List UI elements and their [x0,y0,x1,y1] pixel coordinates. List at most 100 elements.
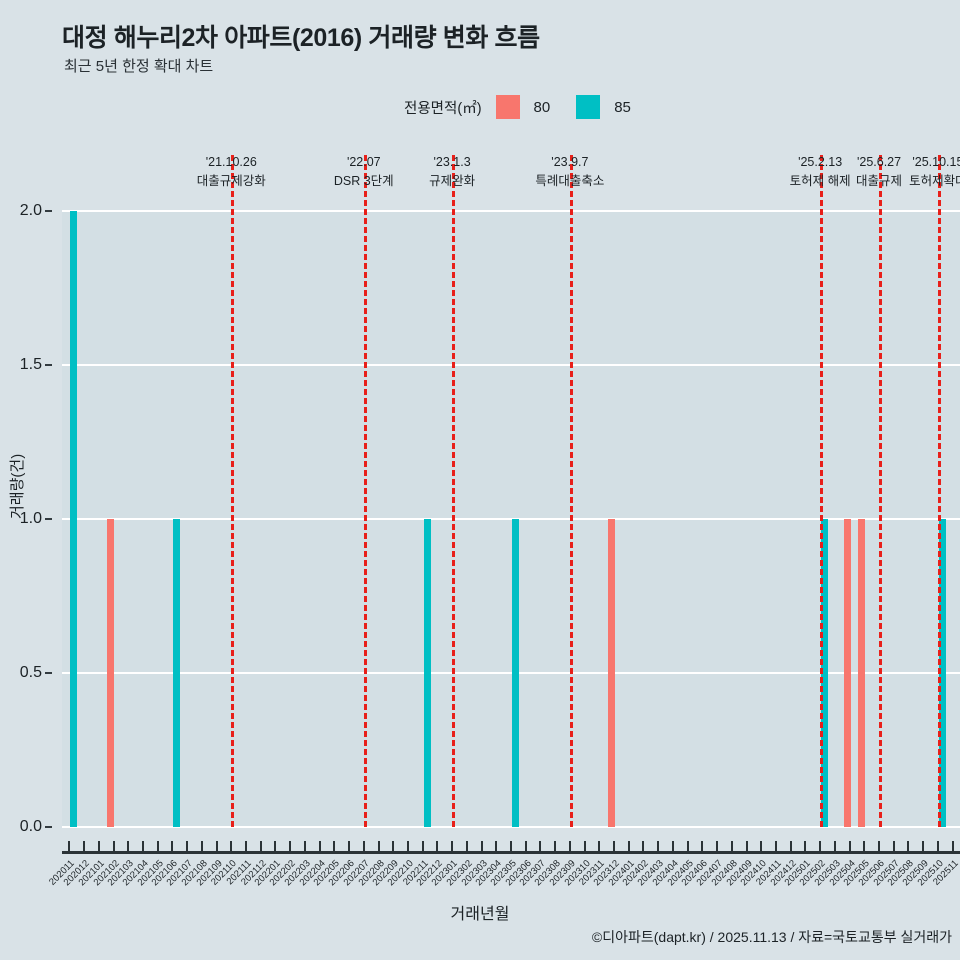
event-annotation-label: '23.1.3 규제완화 [429,153,475,191]
x-tick-mark [451,841,454,851]
x-tick-mark [922,841,925,851]
y-tick-label: 0.0 [19,818,42,835]
x-tick-mark [200,841,203,851]
x-tick-mark [303,841,306,851]
x-axis-title: 거래년월 [450,906,510,923]
x-axis-line [62,851,960,854]
y-tick-mark [45,826,52,828]
bar[interactable] [173,519,181,827]
event-annotation-label: '21.10.26 대출규제강화 [197,153,266,191]
event-desc: 토허제확대 [909,174,960,188]
x-tick-mark [671,841,674,851]
event-line [937,155,941,827]
gridline [62,826,960,828]
legend-label-80: 80 [533,98,551,116]
x-tick-mark [333,841,336,851]
event-date: '25.10.15 [912,155,960,169]
x-tick-mark [495,841,498,851]
bar[interactable] [858,519,866,827]
x-tick-mark [68,841,71,851]
bar[interactable] [821,519,829,827]
gridline [62,518,960,520]
x-tick-mark [112,841,115,851]
x-tick-mark [289,841,292,851]
x-tick-mark [215,841,218,851]
legend-swatch-80 [495,95,520,119]
x-tick-mark [627,841,630,851]
y-tick-mark [45,210,52,212]
x-tick-mark [186,841,189,851]
x-tick-mark [362,841,365,851]
y-tick-mark [45,672,52,674]
event-date: '25.2.13 [798,155,843,169]
x-tick-mark [436,841,439,851]
x-tick-mark [156,841,159,851]
event-desc: 규제완화 [429,174,476,188]
bar[interactable] [938,519,946,827]
x-tick-mark [465,841,468,851]
legend-swatch-85 [576,95,601,119]
event-date: '23.9.7 [551,155,589,169]
gridline [62,672,960,674]
bar[interactable] [70,211,78,827]
x-tick-mark [716,841,719,851]
y-tick-label: 2.0 [19,202,42,219]
legend: 전용면적(㎡) 80 85 [404,95,657,119]
x-tick-mark [745,841,748,851]
event-line [879,155,883,827]
x-tick-mark [686,841,689,851]
event-annotation-label: '25.2.13 토허제 해제 [790,153,851,191]
x-tick-mark [97,841,100,851]
x-tick-mark [127,841,130,851]
bar[interactable] [423,519,431,827]
y-tick-label: 1.0 [19,510,42,527]
event-desc: 대출규제 [856,174,903,188]
chart-subtitle: 최근 5년 한정 확대 차트 [64,58,214,75]
y-tick-label: 0.5 [19,664,42,681]
event-annotation-label: '23.9.7 특례대출축소 [535,153,604,191]
x-tick-mark [789,841,792,851]
event-line [820,155,824,827]
event-date: '23.1.3 [433,155,471,169]
bar[interactable] [843,519,851,827]
x-tick-mark [892,841,895,851]
x-tick-mark [598,841,601,851]
event-annotation-label: '25.10.15 토허제확대 [909,153,960,191]
page-title: 대정 해누리2차 아파트(2016) 거래량 변화 흐름 [62,24,540,52]
y-tick-label: 1.5 [19,356,42,373]
x-tick-mark [613,841,616,851]
bar[interactable] [511,519,519,827]
x-tick-mark [583,841,586,851]
x-tick-mark [657,841,660,851]
y-axis: 0.0 0.5 1.0 1.5 2.0 [0,202,52,835]
y-tick-mark [45,518,52,520]
x-tick-mark [804,841,807,851]
x-tick-mark [348,841,351,851]
gridline [62,210,960,212]
x-tick-mark [421,841,424,851]
legend-item-85[interactable]: 85 [576,95,657,119]
legend-item-80[interactable]: 80 [495,95,577,119]
event-date: '21.10.26 [205,155,257,169]
x-tick-mark [554,841,557,851]
x-tick-mark [936,841,939,851]
event-desc: 특례대출축소 [535,174,605,188]
event-desc: DSR 3단계 [333,174,394,188]
x-tick-mark [819,841,822,851]
x-tick-mark [83,841,86,851]
x-tick-mark [951,841,954,851]
x-tick-mark [274,841,277,851]
x-tick-mark [171,841,174,851]
x-tick-mark [259,841,262,851]
bar[interactable] [107,519,115,827]
event-date: '22.07 [346,155,381,169]
event-annotation-label: '25.6.27 대출규제 [856,153,902,191]
x-tick-mark [539,841,542,851]
event-desc: 토허제 해제 [789,174,851,188]
x-tick-mark [760,841,763,851]
x-tick-mark [245,841,248,851]
x-tick-mark [701,841,704,851]
footer-caption: ©디아파트(dapt.kr) / 2025.11.13 / 자료=국토교통부 실… [591,929,952,945]
bar[interactable] [608,519,615,827]
legend-title: 전용면적(㎡) [404,100,482,117]
